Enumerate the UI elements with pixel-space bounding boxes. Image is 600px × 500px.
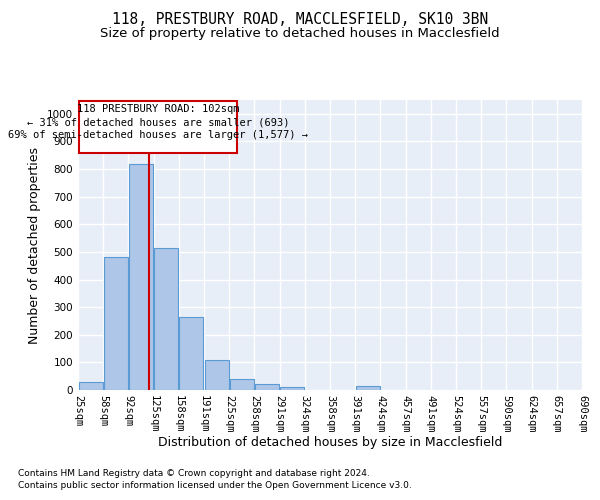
Y-axis label: Number of detached properties: Number of detached properties	[28, 146, 41, 344]
Bar	[129, 164, 153, 390]
Text: Contains public sector information licensed under the Open Government Licence v3: Contains public sector information licen…	[18, 480, 412, 490]
Text: 69% of semi-detached houses are larger (1,577) →: 69% of semi-detached houses are larger (…	[8, 130, 308, 140]
Bar	[280, 387, 304, 390]
Bar	[205, 360, 229, 390]
Text: Size of property relative to detached houses in Macclesfield: Size of property relative to detached ho…	[100, 28, 500, 40]
Bar	[104, 258, 128, 390]
Bar	[79, 102, 237, 153]
Bar	[179, 317, 203, 390]
Bar	[79, 382, 103, 390]
Text: 118 PRESTBURY ROAD: 102sqm: 118 PRESTBURY ROAD: 102sqm	[77, 104, 239, 114]
Bar	[154, 248, 178, 390]
Text: Distribution of detached houses by size in Macclesfield: Distribution of detached houses by size …	[158, 436, 502, 449]
Bar	[255, 384, 279, 390]
Bar	[230, 379, 254, 390]
Text: 118, PRESTBURY ROAD, MACCLESFIELD, SK10 3BN: 118, PRESTBURY ROAD, MACCLESFIELD, SK10 …	[112, 12, 488, 28]
Text: Contains HM Land Registry data © Crown copyright and database right 2024.: Contains HM Land Registry data © Crown c…	[18, 470, 370, 478]
Text: ← 31% of detached houses are smaller (693): ← 31% of detached houses are smaller (69…	[27, 117, 289, 127]
Bar	[356, 386, 380, 390]
